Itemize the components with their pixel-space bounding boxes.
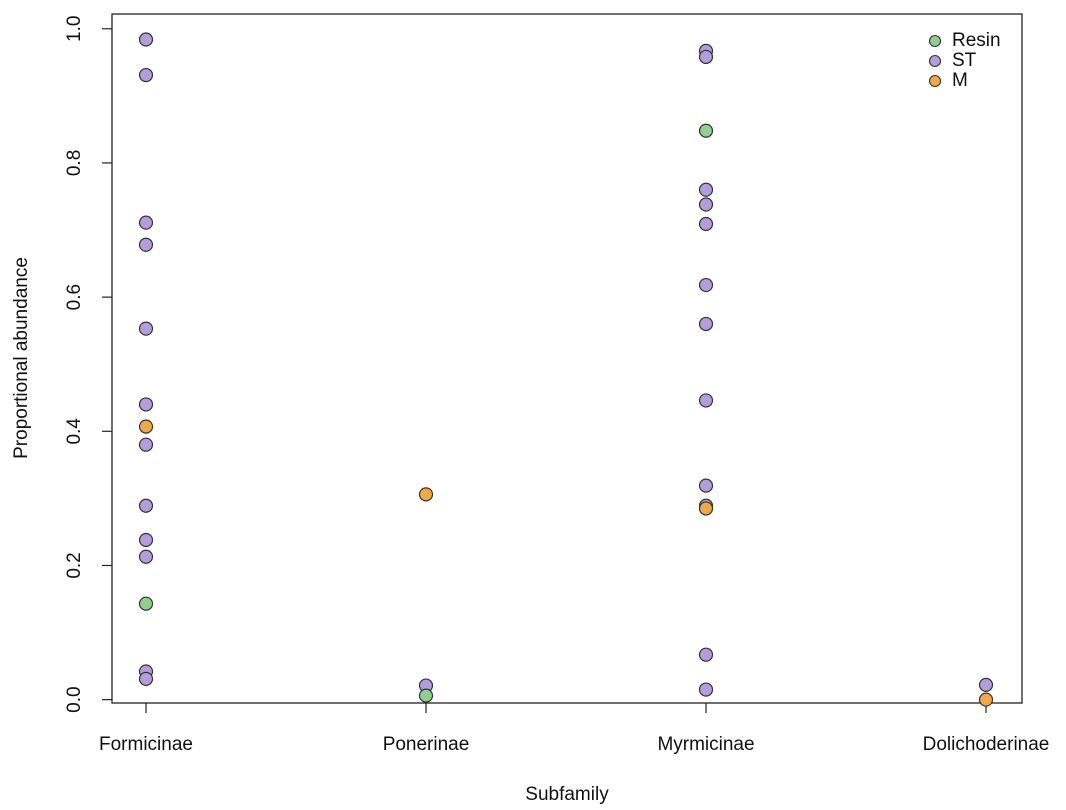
data-point (418, 688, 434, 703)
data-point (698, 277, 714, 293)
legend-marker (928, 34, 942, 48)
data-point (698, 197, 714, 212)
y-tick-label: 0.8 (64, 150, 85, 176)
y-tick-label: 0.0 (64, 686, 85, 712)
data-point (138, 321, 154, 336)
data-point (138, 498, 154, 513)
data-point (138, 397, 154, 412)
legend-label: ST (952, 50, 977, 71)
legend-marker (928, 74, 942, 88)
x-tick-label: Formicinae (99, 734, 193, 755)
data-point (698, 501, 714, 516)
x-tick-label: Ponerinae (383, 734, 470, 755)
legend-marker (928, 54, 942, 68)
legend-label: Resin (952, 30, 1001, 51)
data-point (698, 393, 714, 408)
data-point (138, 67, 154, 83)
data-point (138, 437, 154, 452)
x-tick-label: Dolichoderinae (923, 734, 1050, 755)
y-axis-title: Proportional abundance (11, 257, 32, 459)
data-point (138, 419, 154, 434)
data-point (698, 682, 714, 697)
y-tick-label: 0.2 (64, 552, 85, 578)
legend-label: M (952, 70, 968, 91)
data-point (698, 216, 714, 232)
data-point (698, 123, 714, 138)
y-tick-label: 0.4 (64, 418, 85, 445)
data-point (698, 647, 714, 662)
data-point (698, 182, 714, 197)
data-point (978, 677, 994, 692)
plot-frame (111, 13, 1023, 704)
data-point (138, 549, 154, 564)
data-point (698, 478, 714, 493)
y-tick-label: 1.0 (64, 16, 85, 42)
x-tick-label: Myrmicinae (657, 734, 754, 755)
data-point (698, 49, 714, 65)
data-point (138, 532, 154, 548)
data-point (138, 596, 154, 611)
data-point (138, 671, 154, 686)
y-tick-label: 0.6 (64, 284, 85, 310)
data-point (138, 32, 154, 47)
data-point (138, 215, 154, 230)
data-point (418, 487, 434, 502)
data-point (698, 316, 714, 332)
x-axis-title: Subfamily (525, 784, 609, 805)
data-point (978, 692, 994, 707)
data-point (138, 237, 154, 252)
